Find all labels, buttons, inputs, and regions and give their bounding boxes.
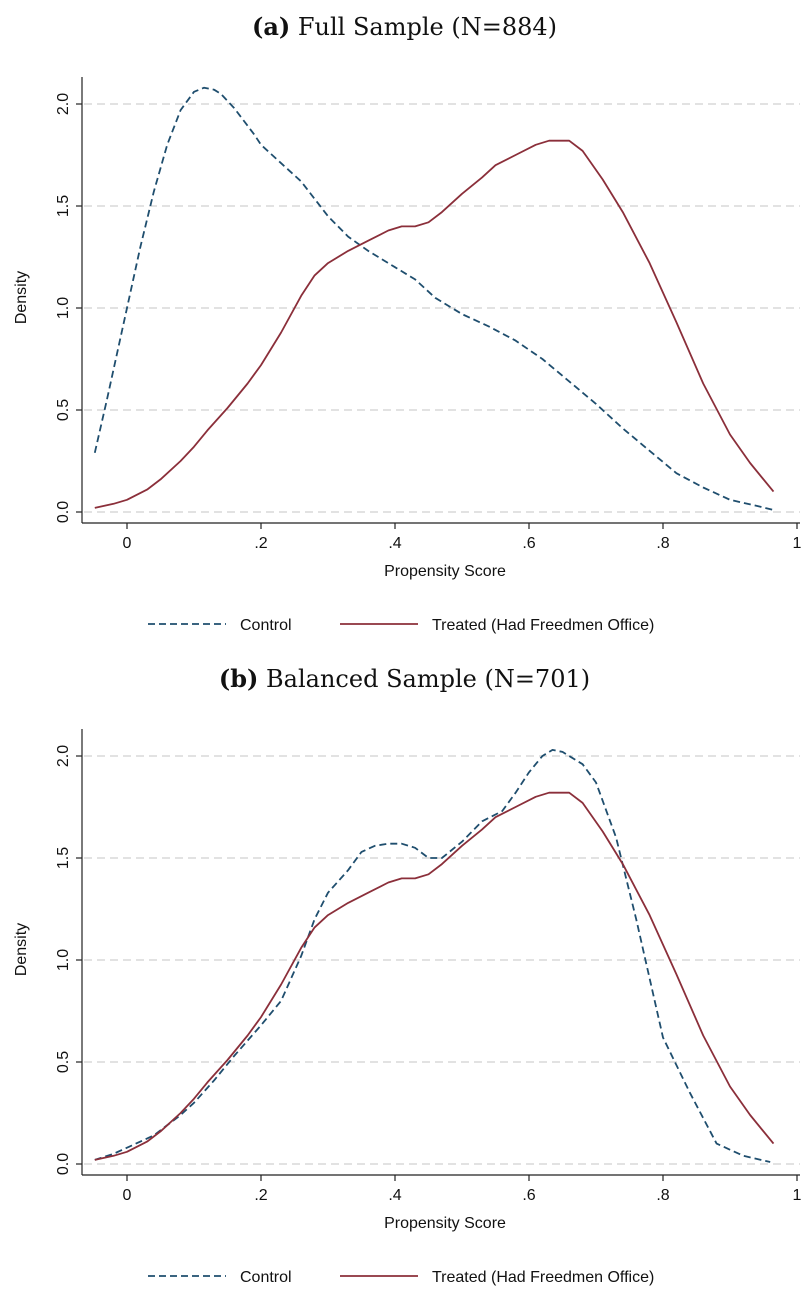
y-tick-label: 0.5	[55, 1051, 72, 1073]
x-tick-label: .4	[388, 535, 401, 552]
y-tick-label: 2.0	[55, 93, 72, 115]
y-tick-label: 0.5	[55, 399, 72, 421]
x-tick-label: 1	[793, 535, 802, 552]
x-tick-label: .2	[254, 535, 267, 552]
legend-label: Treated (Had Freedmen Office)	[432, 1269, 654, 1286]
x-axis-label: Propensity Score	[384, 563, 506, 580]
y-tick-label: 1.0	[55, 297, 72, 319]
series-line-treated	[94, 139, 775, 509]
legend: Control Treated (Had Freedmen Office)	[148, 1269, 654, 1286]
chart-panel-a: (a) Full Sample (N=884) 0.0 0.5 1.0 1.5 2.0 0…	[0, 12, 809, 634]
y-axis-label: Density	[13, 271, 30, 324]
legend-label: Control	[240, 1269, 292, 1286]
y-tick-label: 1.5	[55, 195, 72, 217]
y-axis-label: Density	[13, 923, 30, 976]
series-line-treated	[94, 791, 775, 1161]
x-tick-label: .4	[388, 1187, 401, 1204]
legend: Control Treated (Had Freedmen Office)	[148, 617, 654, 634]
x-tick-label: 1	[793, 1187, 802, 1204]
x-tick-label: 0	[123, 1187, 132, 1204]
x-tick-label: 0	[123, 535, 132, 552]
y-tick-label: 1.0	[55, 949, 72, 971]
panel-title-text: Balanced Sample (N=701)	[266, 665, 591, 693]
panel-label: (b)	[218, 664, 259, 693]
legend-label: Control	[240, 617, 292, 634]
chart-title: (a) Full Sample (N=884)	[0, 12, 809, 41]
x-tick-label: .2	[254, 1187, 267, 1204]
legend-label: Treated (Had Freedmen Office)	[432, 617, 654, 634]
y-tick-label: 0.0	[55, 501, 72, 523]
chart-panel-b: (b) Balanced Sample (N=701) 0.0 0.5 1.0 1.5…	[0, 652, 809, 1304]
y-tick-label: 0.0	[55, 1153, 72, 1175]
chart-svg: 0.0 0.5 1.0 1.5 2.0 0 .2 .4 .6 .8 1 Propensity Scor…	[13, 77, 802, 634]
x-tick-label: .6	[522, 535, 535, 552]
chart-title: (b) Balanced Sample (N=701)	[0, 664, 809, 693]
series-line-control	[94, 749, 771, 1163]
x-tick-label: .8	[656, 1187, 669, 1204]
x-axis-label: Propensity Score	[384, 1215, 506, 1232]
y-tick-label: 2.0	[55, 745, 72, 767]
chart-svg: 0.0 0.5 1.0 1.5 2.0 0 .2 .4 .6 .8 1 Propensity Scor…	[13, 729, 802, 1286]
y-tick-label: 1.5	[55, 847, 72, 869]
x-tick-label: .8	[656, 535, 669, 552]
panel-title-text: Full Sample (N=884)	[297, 13, 558, 41]
series-line-control	[93, 86, 774, 511]
x-tick-label: .6	[522, 1187, 535, 1204]
panel-label: (a)	[251, 12, 291, 41]
